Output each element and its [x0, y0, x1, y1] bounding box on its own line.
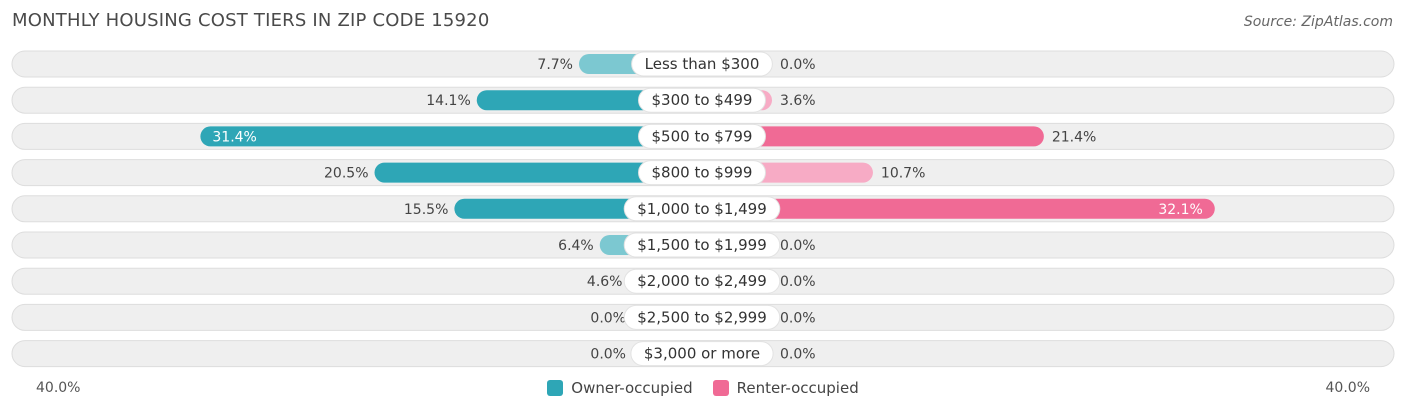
legend-renter-label: Renter-occupied: [736, 379, 859, 397]
owner-value-label: 15.5%: [404, 202, 448, 218]
category-pill: [623, 268, 781, 294]
renter-value-label: 0.0%: [780, 57, 816, 73]
axis-left-label: 40.0%: [36, 380, 81, 396]
legend-owner: Owner-occupied: [547, 379, 693, 397]
renter-swatch: [712, 380, 729, 396]
category-label: $500 to $799: [652, 127, 753, 145]
renter-value-label: 0.0%: [780, 238, 816, 254]
renter-value-label: 3.6%: [780, 93, 816, 109]
renter-value-label: 0.0%: [780, 274, 816, 290]
category-label: Less than $300: [645, 55, 760, 73]
renter-bar: [702, 198, 1215, 219]
owner-value-label: 6.4%: [558, 238, 594, 254]
category-pill: [638, 160, 766, 186]
category-label: $1,500 to $1,999: [637, 236, 767, 254]
renter-value-label: 0.0%: [780, 310, 816, 326]
category-label: $2,000 to $2,499: [637, 272, 767, 290]
renter-value-label: 21.4%: [1052, 129, 1096, 145]
renter-bar: [702, 126, 1044, 147]
chart-title: MONTHLY HOUSING COST TIERS IN ZIP CODE 1…: [12, 10, 490, 31]
legend-owner-label: Owner-occupied: [571, 379, 693, 397]
owner-bar: [374, 162, 702, 183]
owner-value-label: 0.0%: [590, 310, 626, 326]
category-pill: [638, 87, 766, 113]
renter-value-label: 0.0%: [780, 347, 816, 363]
category-pill: [623, 304, 781, 330]
category-label: $800 to $999: [652, 164, 753, 182]
category-label: $300 to $499: [652, 91, 753, 109]
renter-value-label: 32.1%: [1158, 202, 1202, 218]
owner-value-label: 14.1%: [426, 93, 470, 109]
owner-value-label: 20.5%: [324, 166, 368, 182]
owner-value-label: 0.0%: [590, 347, 626, 363]
legend: Owner-occupied Renter-occupied: [0, 379, 1406, 397]
category-label: $2,500 to $2,999: [637, 308, 767, 326]
source-label: Source: ZipAtlas.com: [1243, 14, 1393, 30]
category-pill: [630, 341, 774, 367]
axis-right-label: 40.0%: [1325, 380, 1370, 396]
category-label: $3,000 or more: [644, 345, 760, 363]
owner-value-label: 31.4%: [212, 129, 256, 145]
category-pill: [623, 196, 781, 222]
category-pill: [631, 51, 773, 77]
category-pill: [638, 123, 766, 149]
owner-bar: [200, 126, 702, 147]
renter-value-label: 10.7%: [881, 166, 925, 182]
owner-value-label: 4.6%: [587, 274, 623, 290]
legend-renter: Renter-occupied: [712, 379, 859, 397]
category-label: $1,000 to $1,499: [637, 200, 767, 218]
owner-swatch: [547, 380, 564, 396]
owner-value-label: 7.7%: [537, 57, 573, 73]
category-pill: [623, 232, 781, 258]
